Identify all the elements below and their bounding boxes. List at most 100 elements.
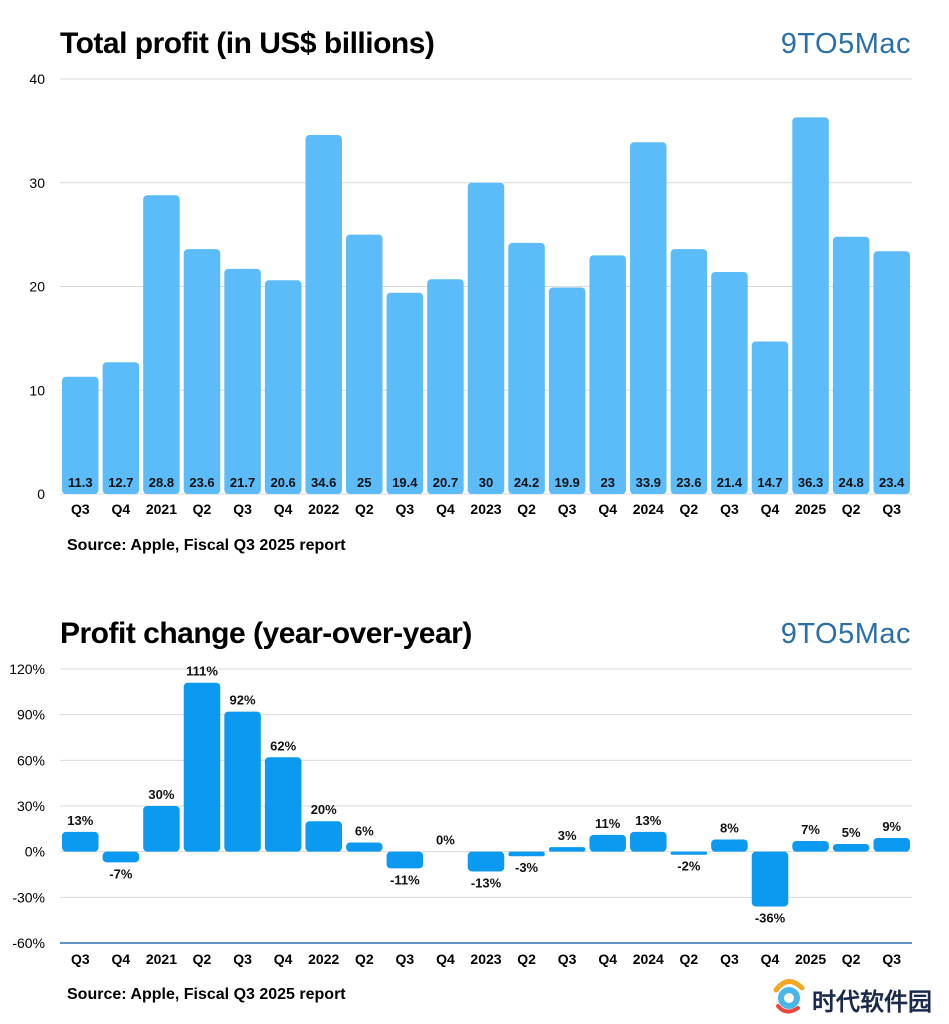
y-tick-label: 0% bbox=[25, 844, 45, 860]
data-label: 0% bbox=[436, 833, 455, 848]
data-label: 20.7 bbox=[433, 475, 458, 490]
data-label: 23.4 bbox=[879, 475, 905, 490]
bar bbox=[792, 117, 829, 494]
data-label: 11% bbox=[595, 816, 621, 831]
data-label: 24.8 bbox=[838, 475, 863, 490]
watermark-text: 时代软件园 bbox=[812, 988, 932, 1016]
bar bbox=[589, 834, 626, 852]
x-tick-label: Q2 bbox=[193, 951, 212, 967]
y-tick-label: 30 bbox=[29, 175, 45, 191]
x-tick-label: 2021 bbox=[146, 951, 177, 967]
x-tick-label: 2024 bbox=[633, 501, 664, 517]
x-tick-label: Q3 bbox=[558, 951, 577, 967]
data-label: 62% bbox=[270, 738, 296, 753]
bar bbox=[751, 851, 789, 907]
x-tick-label: Q4 bbox=[274, 951, 293, 967]
x-tick-label: Q4 bbox=[274, 501, 293, 517]
x-tick-label: 2021 bbox=[146, 501, 177, 517]
x-tick-label: Q3 bbox=[720, 501, 739, 517]
data-label: 7% bbox=[801, 822, 820, 837]
x-tick-label: Q2 bbox=[355, 501, 374, 517]
bar bbox=[224, 268, 261, 494]
x-tick-label: Q3 bbox=[71, 951, 90, 967]
y-tick-label: 60% bbox=[17, 752, 45, 768]
chart2-title: Profit change (year-over-year) bbox=[60, 617, 472, 650]
data-label: 19.4 bbox=[392, 475, 418, 490]
x-tick-label: Q2 bbox=[517, 501, 536, 517]
bar bbox=[224, 711, 261, 852]
data-label: 21.7 bbox=[230, 475, 255, 490]
x-tick-label: 2023 bbox=[470, 951, 501, 967]
data-label: 13% bbox=[635, 813, 661, 828]
x-tick-label: Q3 bbox=[396, 951, 415, 967]
bar bbox=[832, 236, 870, 494]
data-label: 30% bbox=[148, 787, 174, 802]
chart1-source: Source: Apple, Fiscal Q3 2025 report bbox=[67, 537, 346, 554]
x-tick-label: Q4 bbox=[436, 951, 455, 967]
x-tick-label: Q2 bbox=[680, 501, 699, 517]
y-tick-label: -30% bbox=[12, 889, 45, 905]
bar bbox=[102, 362, 140, 494]
bar bbox=[62, 831, 99, 852]
data-label: 19.9 bbox=[554, 475, 579, 490]
chart1-title: Total profit (in US$ billions) bbox=[60, 27, 435, 60]
bar bbox=[62, 376, 99, 494]
data-label: -36% bbox=[755, 910, 786, 925]
x-tick-label: Q3 bbox=[720, 951, 739, 967]
data-label: 30 bbox=[479, 475, 493, 490]
bar bbox=[630, 831, 667, 852]
chart2-source: Source: Apple, Fiscal Q3 2025 report bbox=[67, 986, 346, 1003]
bar bbox=[548, 287, 586, 494]
data-label: 5% bbox=[842, 825, 861, 840]
data-label: -13% bbox=[471, 875, 502, 890]
bar bbox=[711, 271, 748, 494]
bar bbox=[305, 821, 342, 852]
profit-change-bar-chart: -60% -30% 0% 30% 60% 90% 120% 13% Q3 -7% Q4 30% 2021… bbox=[9, 661, 912, 967]
data-label: -7% bbox=[109, 866, 133, 881]
x-tick-label: Q4 bbox=[598, 951, 617, 967]
bar bbox=[630, 142, 667, 494]
watermark: 时代软件园 bbox=[768, 974, 938, 1020]
bar bbox=[143, 806, 180, 852]
bar bbox=[143, 195, 180, 494]
data-label: 20.6 bbox=[270, 475, 295, 490]
x-tick-label: Q2 bbox=[680, 951, 699, 967]
bar bbox=[589, 255, 626, 494]
bar bbox=[508, 851, 545, 857]
x-tick-label: 2022 bbox=[308, 501, 339, 517]
data-label: 3% bbox=[558, 828, 577, 843]
data-label: 36.3 bbox=[798, 475, 823, 490]
y-tick-label: 30% bbox=[17, 798, 45, 814]
x-tick-label: Q3 bbox=[882, 951, 901, 967]
data-label: 34.6 bbox=[311, 475, 336, 490]
bar bbox=[832, 844, 870, 852]
bar bbox=[751, 341, 789, 494]
data-label: -2% bbox=[677, 859, 701, 874]
data-label: 13% bbox=[67, 813, 93, 828]
brand-logo-top: 9TO5Mac bbox=[780, 28, 911, 60]
x-tick-label: Q4 bbox=[112, 501, 131, 517]
bar bbox=[873, 251, 910, 494]
x-tick-label: Q3 bbox=[558, 501, 577, 517]
x-tick-label: Q4 bbox=[761, 951, 780, 967]
x-tick-label: 2022 bbox=[308, 951, 339, 967]
data-label: 28.8 bbox=[149, 475, 174, 490]
bar bbox=[467, 851, 505, 872]
x-tick-label: Q2 bbox=[842, 951, 861, 967]
x-tick-label: Q3 bbox=[233, 951, 252, 967]
y-tick-label: 20 bbox=[29, 279, 45, 295]
data-label: 23.6 bbox=[676, 475, 701, 490]
data-label: 8% bbox=[720, 820, 739, 835]
bar bbox=[264, 757, 302, 852]
x-tick-label: Q4 bbox=[761, 501, 780, 517]
data-label: 21.4 bbox=[717, 475, 743, 490]
data-label: -3% bbox=[515, 860, 539, 875]
bar bbox=[264, 280, 302, 494]
y-tick-label: 40 bbox=[29, 71, 45, 87]
bar bbox=[548, 847, 586, 852]
data-label: 24.2 bbox=[514, 475, 539, 490]
brand-logo-bottom: 9TO5Mac bbox=[780, 618, 911, 650]
data-label: 25 bbox=[357, 475, 371, 490]
bar bbox=[386, 292, 424, 494]
data-label: 9% bbox=[882, 819, 901, 834]
